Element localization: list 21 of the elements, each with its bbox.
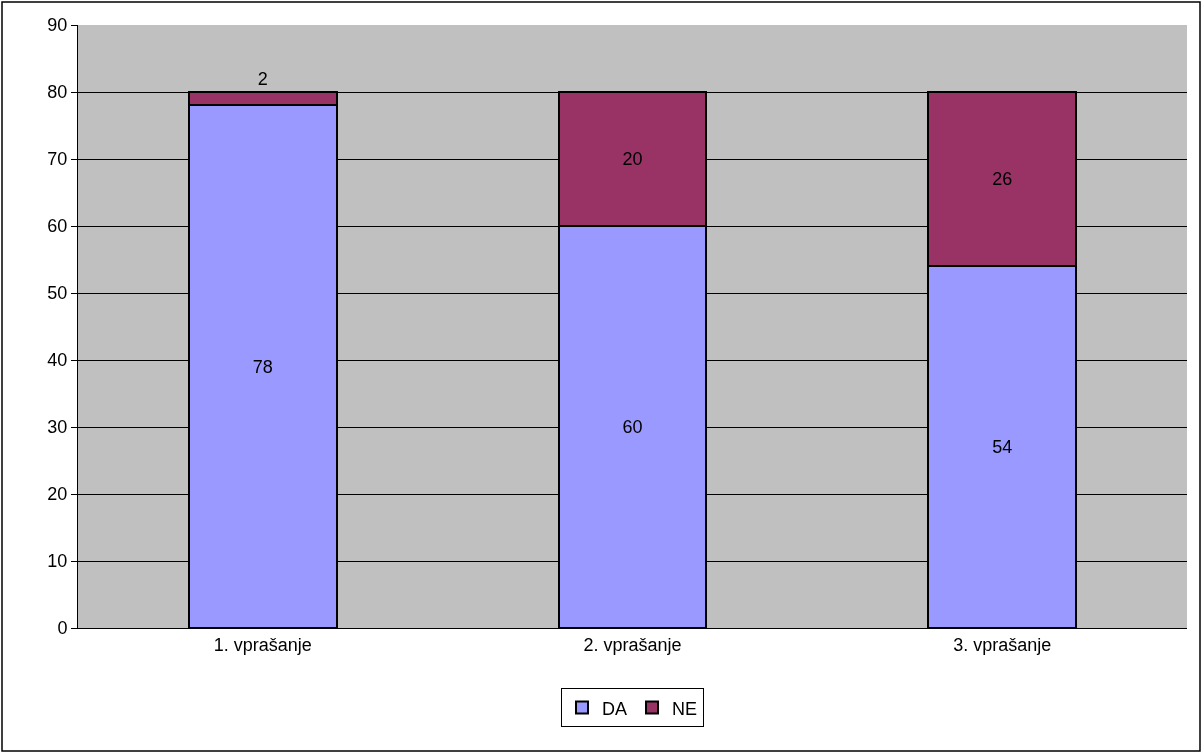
x-tick-label: 3. vprašanje	[953, 634, 1052, 655]
data-label: 26	[992, 169, 1013, 190]
y-tick-label: 10	[47, 551, 68, 572]
y-tick-label: 90	[47, 15, 68, 36]
y-tick-label: 40	[47, 350, 68, 371]
y-tick-label: 20	[47, 484, 68, 505]
legend-label: DA	[602, 698, 628, 719]
data-label: 20	[622, 149, 643, 169]
legend-label: NE	[672, 698, 698, 719]
data-label: 78	[252, 356, 273, 377]
x-tick-label: 2. vprašanje	[583, 634, 682, 655]
y-tick-label: 30	[47, 417, 68, 438]
data-label: 2	[257, 69, 268, 89]
x-tick-label: 1. vprašanje	[213, 634, 312, 655]
y-tick-label: 80	[47, 82, 68, 103]
y-tick-label: 0	[57, 618, 68, 639]
y-tick-label: 60	[47, 216, 68, 237]
y-tick-label: 50	[47, 283, 68, 304]
data-label: 60	[622, 417, 643, 437]
y-tick-label: 70	[47, 149, 68, 170]
data-label: 54	[992, 437, 1013, 458]
